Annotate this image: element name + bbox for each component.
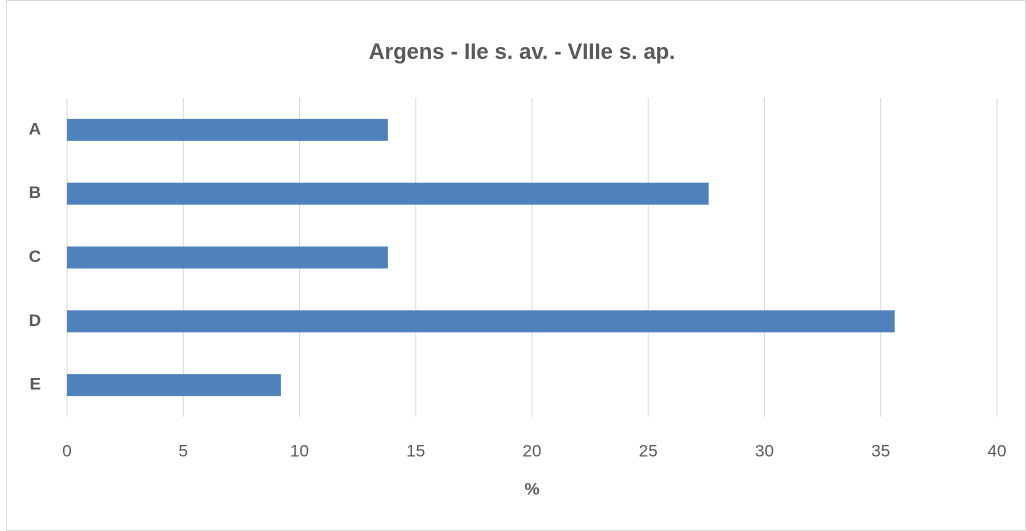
y-tick-label: B (29, 183, 41, 202)
x-tick-label: 20 (523, 441, 542, 460)
x-tick-label: 5 (179, 441, 188, 460)
x-tick-label: 40 (988, 441, 1007, 460)
y-tick-label: A (29, 119, 41, 138)
y-tick-label: E (30, 375, 41, 394)
x-tick-label: 10 (290, 441, 309, 460)
x-tick-label: 0 (62, 441, 71, 460)
y-tick-label: D (29, 311, 41, 330)
x-tick-label: 25 (639, 441, 658, 460)
x-axis-label: % (524, 479, 539, 498)
x-tick-label: 35 (871, 441, 890, 460)
bar (67, 374, 281, 397)
y-tick-label: C (29, 247, 41, 266)
bar (67, 310, 895, 333)
x-tick-label: 30 (755, 441, 774, 460)
x-tick-label: 15 (406, 441, 425, 460)
chart-title: Argens - IIe s. av. - VIIIe s. ap. (369, 39, 676, 64)
bar (67, 118, 388, 141)
bar (67, 182, 709, 205)
bar (67, 246, 388, 269)
